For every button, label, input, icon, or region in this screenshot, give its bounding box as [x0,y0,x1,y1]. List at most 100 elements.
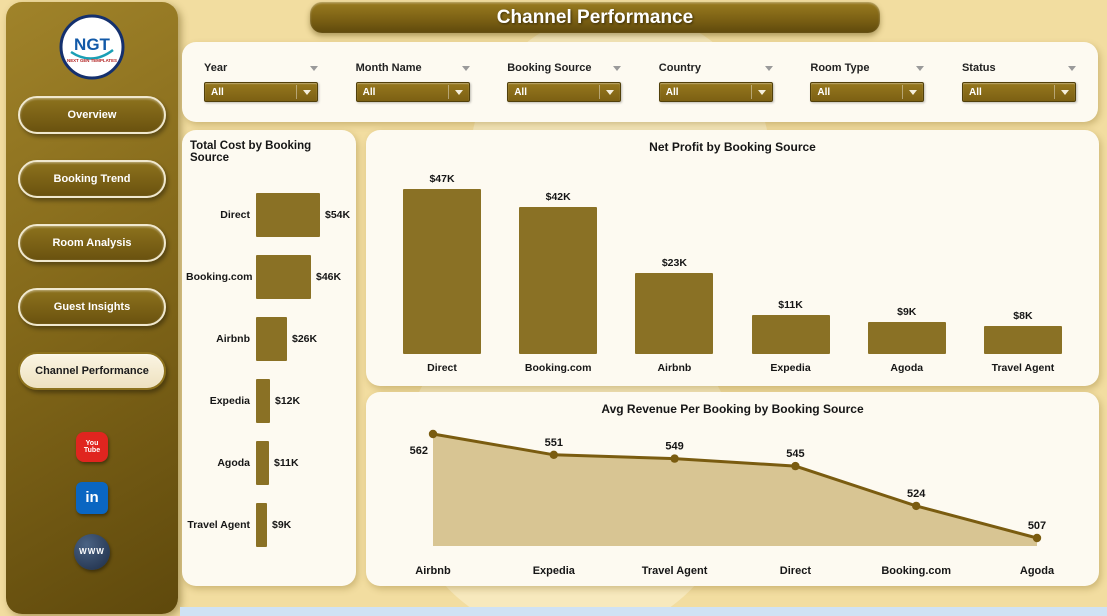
filter-room-type: Room Type All [810,62,925,102]
sidebar: NGT NEXT GEN TEMPLATES Overview Booking T… [6,2,178,614]
value-label: $47K [429,173,455,185]
chevron-down-icon[interactable] [764,65,773,71]
filter-bar: Year All Month Name All Booking Source All Cou… [182,42,1098,122]
footer-strip [180,607,1107,616]
filter-dropdown[interactable]: All [658,82,773,102]
bar[interactable] [256,317,287,361]
category-label: Agoda [217,457,250,469]
filter-dropdown[interactable]: All [204,82,318,102]
bar[interactable] [635,273,714,354]
selected-value: All [968,86,982,98]
youtube-icon[interactable]: You Tube [76,432,108,462]
bar[interactable] [867,322,946,354]
category-label: Direct [427,362,457,374]
data-point[interactable] [669,454,679,463]
category-label: Travel Agent [641,565,707,577]
logo-text: NGT [74,35,111,54]
value-label: 545 [786,448,804,460]
dropdown-caret-box [599,85,615,99]
dropdown-caret-box [296,85,311,99]
data-point[interactable] [790,461,800,471]
value-label: $8K [1013,310,1033,322]
bar[interactable] [256,255,311,299]
data-point[interactable] [428,429,437,439]
bar[interactable] [256,379,270,423]
dropdown-caret-box [902,85,918,99]
bar[interactable] [256,193,320,237]
filter-header: Status [962,62,1076,74]
category-label: Booking.com [881,565,951,577]
chevron-down-icon[interactable] [461,65,470,71]
chevron-down-icon [909,89,918,95]
selected-value: All [817,86,831,98]
category-label: Agoda [1019,565,1054,577]
profit-bar-column: $11K Expedia [743,299,839,376]
linkedin-label: in [85,489,99,507]
sidebar-item-overview[interactable]: Overview [18,96,166,134]
filter-label: Booking Source [507,62,592,74]
dropdown-caret-box [1053,85,1069,99]
category-label: Travel Agent [991,362,1055,374]
sidebar-item-room-analysis[interactable]: Room Analysis [18,224,166,262]
youtube-label: You [85,439,99,447]
profit-bar-column: $8K Travel Agent [975,310,1071,376]
bar[interactable] [403,189,481,354]
horizontal-bar-chart: Direct $54K Booking.com $46K Airbnb $26K Exped… [182,164,356,556]
chevron-down-icon[interactable] [310,65,318,71]
category-label: Airbnb [216,333,250,345]
logo-subtext: NEXT GEN TEMPLATES [67,58,117,63]
value-label: $11K [778,299,803,311]
sidebar-item-channel-performance[interactable]: Channel Performance [18,352,166,390]
bar[interactable] [751,315,830,354]
value-label: $23K [661,257,687,269]
web-icon[interactable]: WWW [74,534,110,570]
sidebar-item-guest-insights[interactable]: Guest Insights [18,288,166,326]
value-label: $9K [897,306,917,318]
linkedin-icon[interactable]: in [76,482,108,514]
cost-bar-row: Agoda $11K [186,432,352,494]
chart-title: Net Profit by Booking Source [649,140,816,154]
filter-dropdown[interactable]: All [810,82,925,102]
bar[interactable] [983,326,1062,354]
category-label: Expedia [532,565,575,577]
value-label: 524 [907,488,926,500]
filter-header: Room Type [810,62,925,74]
chevron-down-icon [454,89,463,95]
filter-dropdown[interactable]: All [507,82,622,102]
data-point[interactable] [911,501,920,511]
data-point[interactable] [1032,533,1041,543]
profit-bar-column: $9K Agoda [859,306,955,376]
web-label: WWW [79,546,105,556]
total-cost-chart-card: Total Cost by Booking Source Direct $54K B… [182,130,356,586]
value-label: 507 [1027,520,1045,532]
value-label: 562 [409,445,427,457]
chevron-down-icon[interactable] [916,65,925,71]
bar[interactable] [256,503,267,547]
chevron-down-icon [606,89,615,95]
chevron-down-icon[interactable] [613,65,622,71]
trend-line [432,432,1037,540]
selected-value: All [665,86,679,98]
page-title: Channel Performance [496,6,694,28]
dropdown-caret-box [750,85,766,99]
category-label: Expedia [770,362,811,374]
profit-bar-column: $23K Airbnb [626,257,722,376]
ngt-logo: NGT NEXT GEN TEMPLATES [59,14,125,80]
value-label: $46K [316,271,342,283]
chevron-down-icon[interactable] [1067,65,1076,71]
cost-bar-row: Direct $54K [186,184,352,246]
filter-dropdown[interactable]: All [961,82,1076,102]
filter-header: Booking Source [507,62,622,74]
filter-label: Month Name [355,62,422,74]
vertical-bar-chart: $47K Direct $42K Booking.com $23K Airbnb $11K E… [366,154,1099,376]
value-label: $12K [275,395,301,407]
bar[interactable] [519,207,598,354]
ngt-logo-icon: NGT NEXT GEN TEMPLATES [59,14,125,80]
filter-header: Country [659,62,773,74]
filter-dropdown[interactable]: All [355,82,470,102]
data-point[interactable] [549,450,558,459]
bar[interactable] [256,441,269,485]
youtube-label: Tube [83,447,101,454]
category-label: Booking.com [186,271,253,283]
sidebar-item-booking-trend[interactable]: Booking Trend [18,160,166,198]
